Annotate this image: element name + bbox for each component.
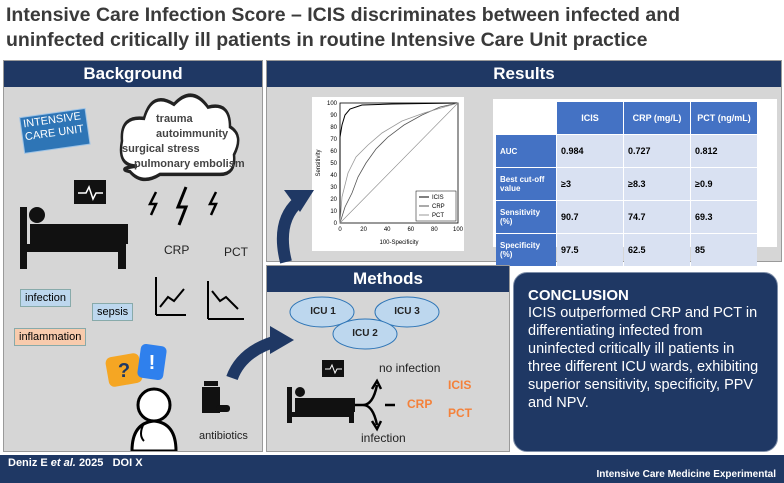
table-cell: ≥8.3 — [624, 168, 690, 200]
marker: PCT — [224, 245, 248, 259]
y-tick-label: 50 — [330, 161, 337, 167]
legend-label: PCT — [432, 213, 444, 219]
row-label: Specificity (%) — [496, 234, 556, 266]
table-row: Sensitivity (%) 90.7 74.7 69.3 — [496, 201, 757, 233]
x-tick-label: 60 — [407, 227, 414, 233]
svg-text:!: ! — [149, 352, 156, 374]
cause: autoimmunity — [156, 128, 229, 140]
y-tick-label: 0 — [334, 221, 338, 227]
table-box: ICIS CRP (mg/L) PCT (ng/mL) AUC 0.984 0.72… — [493, 99, 777, 266]
title-line: Intensive Care Infection Score – ICIS di… — [6, 4, 681, 26]
row-label: Sensitivity (%) — [496, 201, 556, 233]
table-cell: 0.812 — [691, 135, 757, 167]
table-cell: 0.984 — [557, 135, 623, 167]
axis-label: Sensitivity — [316, 149, 322, 176]
table-cell: 74.7 — [624, 201, 690, 233]
y-tick-label: 90 — [330, 113, 337, 119]
doi: DOI X — [112, 457, 143, 469]
table-cell: ≥3 — [557, 168, 623, 200]
row-label: Best cut-off value — [496, 168, 556, 200]
journal: Intensive Care Medicine Experimental — [596, 469, 776, 480]
table-cell: 0.727 — [624, 135, 690, 167]
y-tick-label: 100 — [327, 101, 338, 107]
row-label: AUC — [496, 135, 556, 167]
marker: CRP — [164, 243, 190, 257]
table-cell: 97.5 — [557, 234, 623, 266]
axis-label: 100-Specificity — [379, 240, 418, 246]
title-line: uninfected critically ill patients in ro… — [6, 29, 648, 51]
treatment: antibiotics — [199, 430, 248, 442]
table-cell: 62.5 — [624, 234, 690, 266]
x-tick-label: 20 — [360, 227, 367, 233]
cause: trauma — [156, 113, 193, 125]
y-tick-label: 80 — [330, 125, 337, 131]
condition-tag: infection — [20, 289, 71, 307]
footer: Deniz E et al. 2025 DOI X Intensive Care… — [0, 455, 784, 483]
site-label: ICU 3 — [394, 306, 420, 317]
etal: et al. — [50, 457, 76, 469]
column-header: PCT (ng/mL) — [691, 102, 757, 134]
table-cell: 85 — [691, 234, 757, 266]
column-header: CRP (mg/L) — [624, 102, 690, 134]
condition-tag: sepsis — [92, 303, 134, 321]
y-tick-label: 20 — [330, 197, 337, 203]
conclusion-heading: CONCLUSION — [528, 287, 629, 304]
cause: surgical stress — [122, 143, 200, 155]
x-tick-label: 0 — [338, 227, 342, 233]
y-tick-label: 40 — [330, 173, 337, 179]
table-row: Best cut-off value ≥3 ≥8.3 ≥0.9 — [496, 168, 757, 200]
methods-panel: Methods ICU 1 ICU 3 ICU 2 no infection i… — [266, 265, 510, 452]
background-illustration: ? ! — [19, 93, 244, 451]
y-tick-label: 60 — [330, 149, 337, 155]
citation: Deniz E et al. 2025 DOI X — [8, 457, 143, 469]
author: Deniz E — [8, 457, 48, 469]
panel-heading: Methods — [267, 266, 509, 292]
methods-illustration — [287, 296, 440, 432]
site-label: ICU 2 — [352, 328, 378, 339]
y-tick-label: 70 — [330, 137, 337, 143]
site-label: ICU 1 — [310, 306, 336, 317]
column-header: ICIS — [557, 102, 623, 134]
score-label: CRP — [407, 397, 433, 411]
y-tick-label: 30 — [330, 185, 337, 191]
table-cell: 90.7 — [557, 201, 623, 233]
condition-tag: inflammation — [14, 328, 87, 346]
legend-label: CRP — [432, 204, 445, 210]
results-table: ICIS CRP (mg/L) PCT (ng/mL) AUC 0.984 0.72… — [495, 101, 758, 267]
score-label: PCT — [448, 406, 472, 420]
conclusion-text: ICIS outperformed CRP and PCT in differe… — [528, 305, 759, 411]
table-cell: ≥0.9 — [691, 168, 757, 200]
cause: pulmonary embolism — [134, 158, 245, 170]
x-tick-label: 100 — [453, 227, 464, 233]
table-row: AUC 0.984 0.727 0.812 — [496, 135, 757, 167]
background-panel: Background ? ! INTENSIVE CARE UNIT — [3, 60, 263, 452]
legend-label: ICIS — [432, 195, 444, 201]
conclusion-box: CONCLUSION ICIS outperformed CRP and PCT… — [513, 272, 778, 452]
table-cell: 69.3 — [691, 201, 757, 233]
table-row: Specificity (%) 97.5 62.5 85 — [496, 234, 757, 266]
outcome-label: infection — [361, 431, 406, 445]
panel-heading: Results — [267, 61, 781, 87]
x-tick-label: 80 — [431, 227, 438, 233]
x-tick-label: 40 — [384, 227, 391, 233]
score-label: ICIS — [448, 378, 472, 392]
outcome-label: no infection — [379, 361, 441, 375]
panel-heading: Background — [4, 61, 262, 87]
y-tick-label: 10 — [330, 209, 337, 215]
year: 2025 — [78, 457, 104, 469]
results-panel: Results 0 10 20 30 40 50 60 70 80 90 100 0 20 40 60 80 1… — [266, 60, 782, 266]
svg-text:?: ? — [118, 360, 130, 382]
